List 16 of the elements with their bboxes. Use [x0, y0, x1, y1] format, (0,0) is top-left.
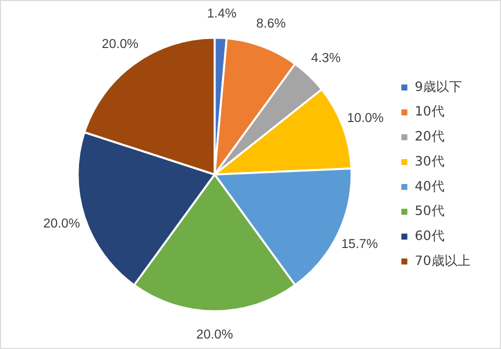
legend-label: 9歳以下	[414, 80, 462, 95]
data-label: 4.3%	[311, 50, 342, 66]
data-label: 15.7%	[341, 236, 378, 251]
data-label: 20.0%	[43, 216, 80, 231]
legend-label: 10代	[414, 104, 444, 120]
legend-label: 70歳以上	[414, 254, 470, 269]
legend-label: 30代	[414, 154, 444, 170]
data-label: 10.0%	[346, 110, 384, 125]
data-label: 20.0%	[102, 36, 139, 52]
data-label: 20.0%	[196, 326, 234, 342]
data-label: 1.4%	[206, 6, 237, 21]
legend-label: 20代	[414, 130, 444, 145]
legend-label: 40代	[414, 179, 444, 194]
legend-label: 60代	[414, 229, 444, 244]
data-label: 8.6%	[256, 16, 286, 31]
legend-label: 50代	[414, 204, 444, 220]
